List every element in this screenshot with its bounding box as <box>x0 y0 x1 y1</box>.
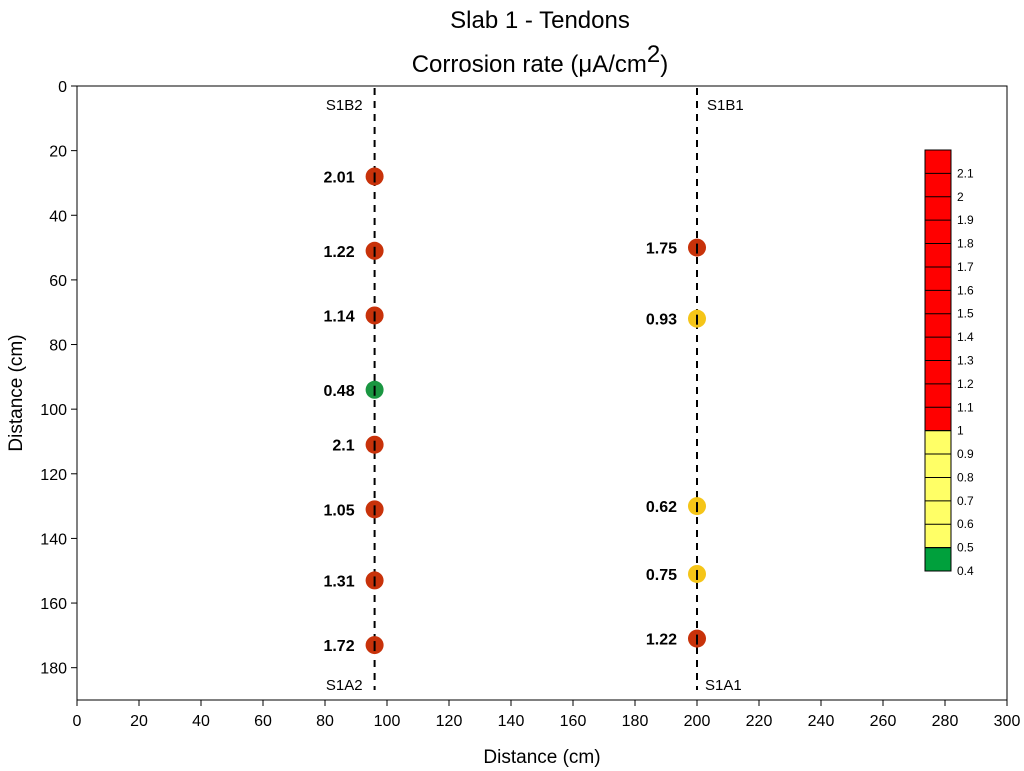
legend-label: 1.1 <box>957 400 974 414</box>
y-tick-label: 100 <box>40 402 67 419</box>
y-tick-label: 20 <box>49 144 67 161</box>
x-tick-label: 0 <box>73 713 82 730</box>
tendon-lines: S1B2 S1A2 S1B1 S1A1 <box>326 88 744 694</box>
data-points: 2.01 1.22 1.14 0.48 2.1 1.05 1.31 1.72 1.75 0.93 0… <box>323 167 706 655</box>
x-axis: 0 20 40 60 80 100 120 140 160 180 200 220 240 260 280 3… <box>73 700 1021 730</box>
x-tick-label: 120 <box>436 713 463 730</box>
x-tick-label: 300 <box>994 713 1021 730</box>
data-label: 0.48 <box>323 383 354 400</box>
y-tick-label: 0 <box>58 79 67 96</box>
data-label: 2.1 <box>332 438 354 455</box>
legend-label: 0.5 <box>957 541 974 555</box>
legend-band <box>924 430 952 549</box>
y-axis-label: Distance (cm) <box>6 334 27 451</box>
legend-frame <box>924 149 952 572</box>
x-tick-label: 220 <box>746 713 773 730</box>
color-legend: 2.1 2 1.9 1.8 1.7 1.6 1.5 1.4 1.3 1.2 1.1 1 0.9 0.8 0.… <box>924 149 974 578</box>
data-label: 1.72 <box>323 638 354 655</box>
data-label: 0.75 <box>646 567 677 584</box>
y-tick-label: 80 <box>49 338 67 355</box>
y-tick-label: 120 <box>40 467 67 484</box>
y-tick-label: 140 <box>40 531 67 548</box>
x-tick-label: 180 <box>622 713 649 730</box>
x-tick-label: 260 <box>870 713 897 730</box>
legend-label: 0.7 <box>957 494 974 508</box>
tendon-label-top: S1B1 <box>707 97 744 114</box>
tendon-label-top: S1B2 <box>326 97 363 114</box>
chart-title: Slab 1 - Tendons <box>450 7 630 34</box>
legend-label: 0.6 <box>957 517 974 531</box>
legend-label: 1 <box>957 424 964 438</box>
legend-label: 0.4 <box>957 564 974 578</box>
chart-subtitle: Corrosion rate (μA/cm2) <box>412 41 669 78</box>
x-tick-label: 20 <box>130 713 148 730</box>
x-tick-label: 40 <box>192 713 210 730</box>
x-tick-label: 100 <box>374 713 401 730</box>
legend-label: 0.8 <box>957 470 974 484</box>
legend-label: 1.6 <box>957 283 974 297</box>
legend-label: 1.7 <box>957 260 974 274</box>
legend-label: 1.4 <box>957 330 974 344</box>
tendon-label-bottom: S1A2 <box>326 677 363 694</box>
x-tick-label: 200 <box>684 713 711 730</box>
data-label: 0.62 <box>646 499 677 516</box>
legend-label: 1.5 <box>957 307 974 321</box>
data-label: 1.22 <box>646 632 677 649</box>
data-label: 1.75 <box>646 241 677 258</box>
legend-label: 1.9 <box>957 213 974 227</box>
legend-label: 2.1 <box>957 166 974 180</box>
x-tick-label: 280 <box>932 713 959 730</box>
data-label: 1.22 <box>323 244 354 261</box>
x-tick-label: 80 <box>316 713 334 730</box>
data-label: 1.14 <box>323 308 354 325</box>
x-axis-label: Distance (cm) <box>483 747 600 768</box>
y-tick-label: 40 <box>49 208 67 225</box>
legend-band <box>924 547 952 572</box>
y-tick-label: 180 <box>40 661 67 678</box>
x-tick-label: 240 <box>808 713 835 730</box>
data-label: 0.93 <box>646 312 677 329</box>
legend-label: 1.8 <box>957 237 974 251</box>
y-tick-label: 60 <box>49 273 67 290</box>
legend-label: 1.3 <box>957 354 974 368</box>
y-tick-label: 160 <box>40 596 67 613</box>
legend-label: 0.9 <box>957 447 974 461</box>
legend-label: 1.2 <box>957 377 974 391</box>
x-tick-label: 60 <box>254 713 272 730</box>
x-tick-label: 160 <box>560 713 587 730</box>
subtitle-superscript: 2 <box>647 41 660 68</box>
y-axis: 0 20 40 60 80 100 120 140 160 180 <box>40 79 77 678</box>
data-label: 1.05 <box>323 502 354 519</box>
plot-frame <box>76 85 1008 701</box>
data-label: 1.31 <box>323 573 354 590</box>
tendon-label-bottom: S1A1 <box>705 677 742 694</box>
x-tick-label: 140 <box>498 713 525 730</box>
data-label: 2.01 <box>323 169 354 186</box>
legend-label: 2 <box>957 190 964 204</box>
